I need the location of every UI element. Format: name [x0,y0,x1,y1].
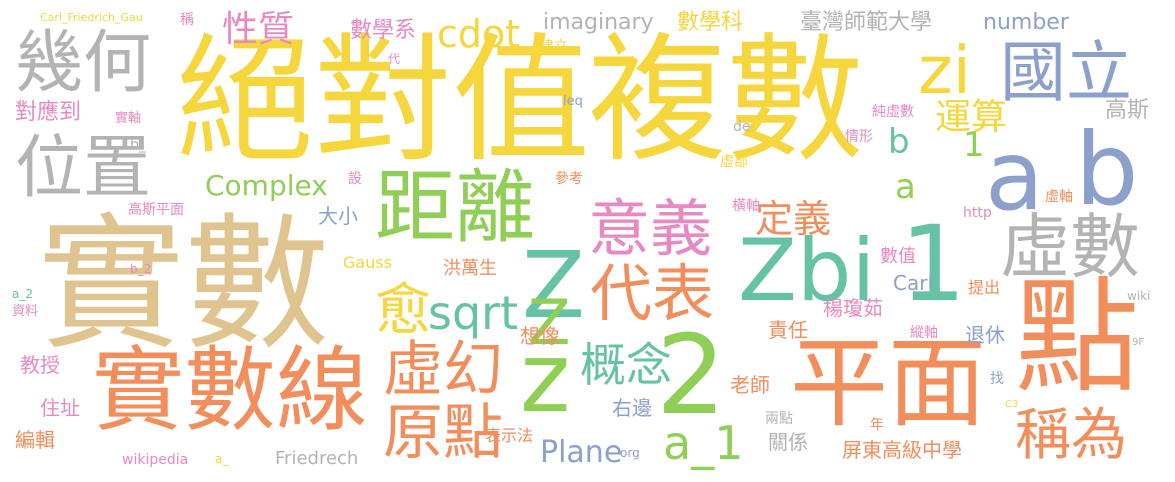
cloud-word: a_2 [12,287,33,301]
cloud-word: 距離 [375,161,535,254]
cloud-word: Carl_Friedrich_Gau [40,11,143,24]
cloud-word: 意義 [588,192,713,265]
cloud-word: 高斯平面 [128,202,184,218]
cloud-word: 高斯 [1105,98,1150,123]
cloud-word: 楊瓊茹 [823,296,883,320]
cloud-word: 9F [1132,337,1145,348]
cloud-word: 運算 [935,97,1008,138]
cloud-word: 縱軸 [910,325,938,341]
cloud-word: Zbi [738,221,876,321]
cloud-word: 大小 [318,204,358,228]
cloud-word: 點 [1015,266,1140,410]
cloud-word: 稱為 [1015,403,1127,468]
cloud-word: 幾何 [15,24,152,103]
cloud-word: 絕對值 [176,20,591,181]
cloud-word: 右邊 [612,396,652,420]
cloud-word: 虛數 [1000,206,1140,288]
cloud-word: 實軸 [115,111,142,126]
cloud-word: Z [522,232,586,339]
cloud-word: 實數 [38,200,330,370]
cloud-word: 編輯 [15,428,55,452]
cloud-word: 國立 [1000,34,1132,111]
cloud-word: number [983,10,1069,35]
cloud-word: 純虛數 [872,104,914,120]
cloud-word: 2 [656,311,726,439]
cloud-word: 數值 [880,246,916,267]
cloud-word: 老師 [730,373,770,397]
cloud-word: 虛部 [720,154,748,170]
cloud-word: 實數線 [92,337,369,444]
cloud-word: 設 [348,171,362,187]
cloud-word: b_ [130,137,146,153]
cloud-word: 原點 [383,398,503,468]
cloud-word: 表示法 [485,426,534,445]
cloud-word: 年 [870,417,884,433]
cloud-word: 1 [963,125,985,165]
cloud-word: 責任 [768,318,808,342]
cloud-word: 數學科 [677,10,744,35]
cloud-word: 複數 [588,20,865,181]
cloud-word: 教授 [20,353,60,377]
cloud-word: a [985,120,1044,232]
cloud-word: 概念 [580,338,672,392]
cloud-word: b [888,122,910,162]
cloud-word: 稱 [180,12,194,28]
cloud-word: z [520,322,571,434]
cloud-word: imaginary [543,10,654,35]
cloud-word: 想像 [520,324,560,348]
cloud-word: 平面 [790,327,987,441]
cloud-word: b_2 [130,262,152,276]
cloud-word: Plane [540,435,623,470]
cloud-word: de [733,119,751,135]
cloud-word: 數學系 [350,18,417,43]
cloud-word: a [895,167,916,207]
cloud-word: wiki [1127,289,1151,303]
cloud-word: 洪萬生 [443,258,497,279]
cloud-word: 1 [900,203,967,325]
cloud-word: 提出 [968,278,1001,297]
cloud-word: 代表 [590,257,715,330]
cloud-word: 代 [388,52,401,66]
cloud-word: 兩點 [765,411,793,427]
cloud-word: 臺灣師範大學 [800,10,933,35]
cloud-word: leq [563,94,583,109]
cloud-word: http [963,205,992,221]
cloud-word: 對應到 [15,100,82,125]
cloud-word: 愈 [375,278,431,343]
cloud-word: 性質 [222,9,295,50]
cloud-word: 參考 [555,171,583,187]
cloud-word: 情形 [845,129,873,145]
cloud-word: 定義 [755,197,832,241]
cloud-word: Complex [205,169,328,202]
cloud-word: Friedrech [275,448,359,469]
cloud-word: 位置 [15,129,152,208]
cloud-word: sqrt [428,286,519,340]
cloud-word: 找 [990,371,1004,387]
cloud-word: cdot [437,12,521,56]
cloud-word: 屏東高級中學 [842,438,962,462]
cloud-word: 建立 [540,39,568,55]
cloud-word: Gauss [343,253,393,272]
cloud-word: org [620,446,640,460]
cloud-word: zi [918,32,971,109]
cloud-word: a_1 [663,416,744,470]
cloud-word: wikipedia [122,452,189,468]
cloud-word: 關係 [768,430,808,454]
cloud-word: 退休 [965,323,1005,347]
cloud-word: Z [528,286,571,359]
cloud-word: C3 [1005,399,1019,410]
cloud-word: 住址 [40,396,80,420]
cloud-word: 橫軸 [732,198,760,214]
cloud-word: Carl [893,271,933,295]
cloud-word: 虛軸 [1045,189,1073,205]
cloud-word: 資料 [12,304,39,319]
cloud-word: b [1075,111,1139,228]
cloud-word: a_ [215,452,229,466]
cloud-word: 虛幻 [383,335,503,405]
